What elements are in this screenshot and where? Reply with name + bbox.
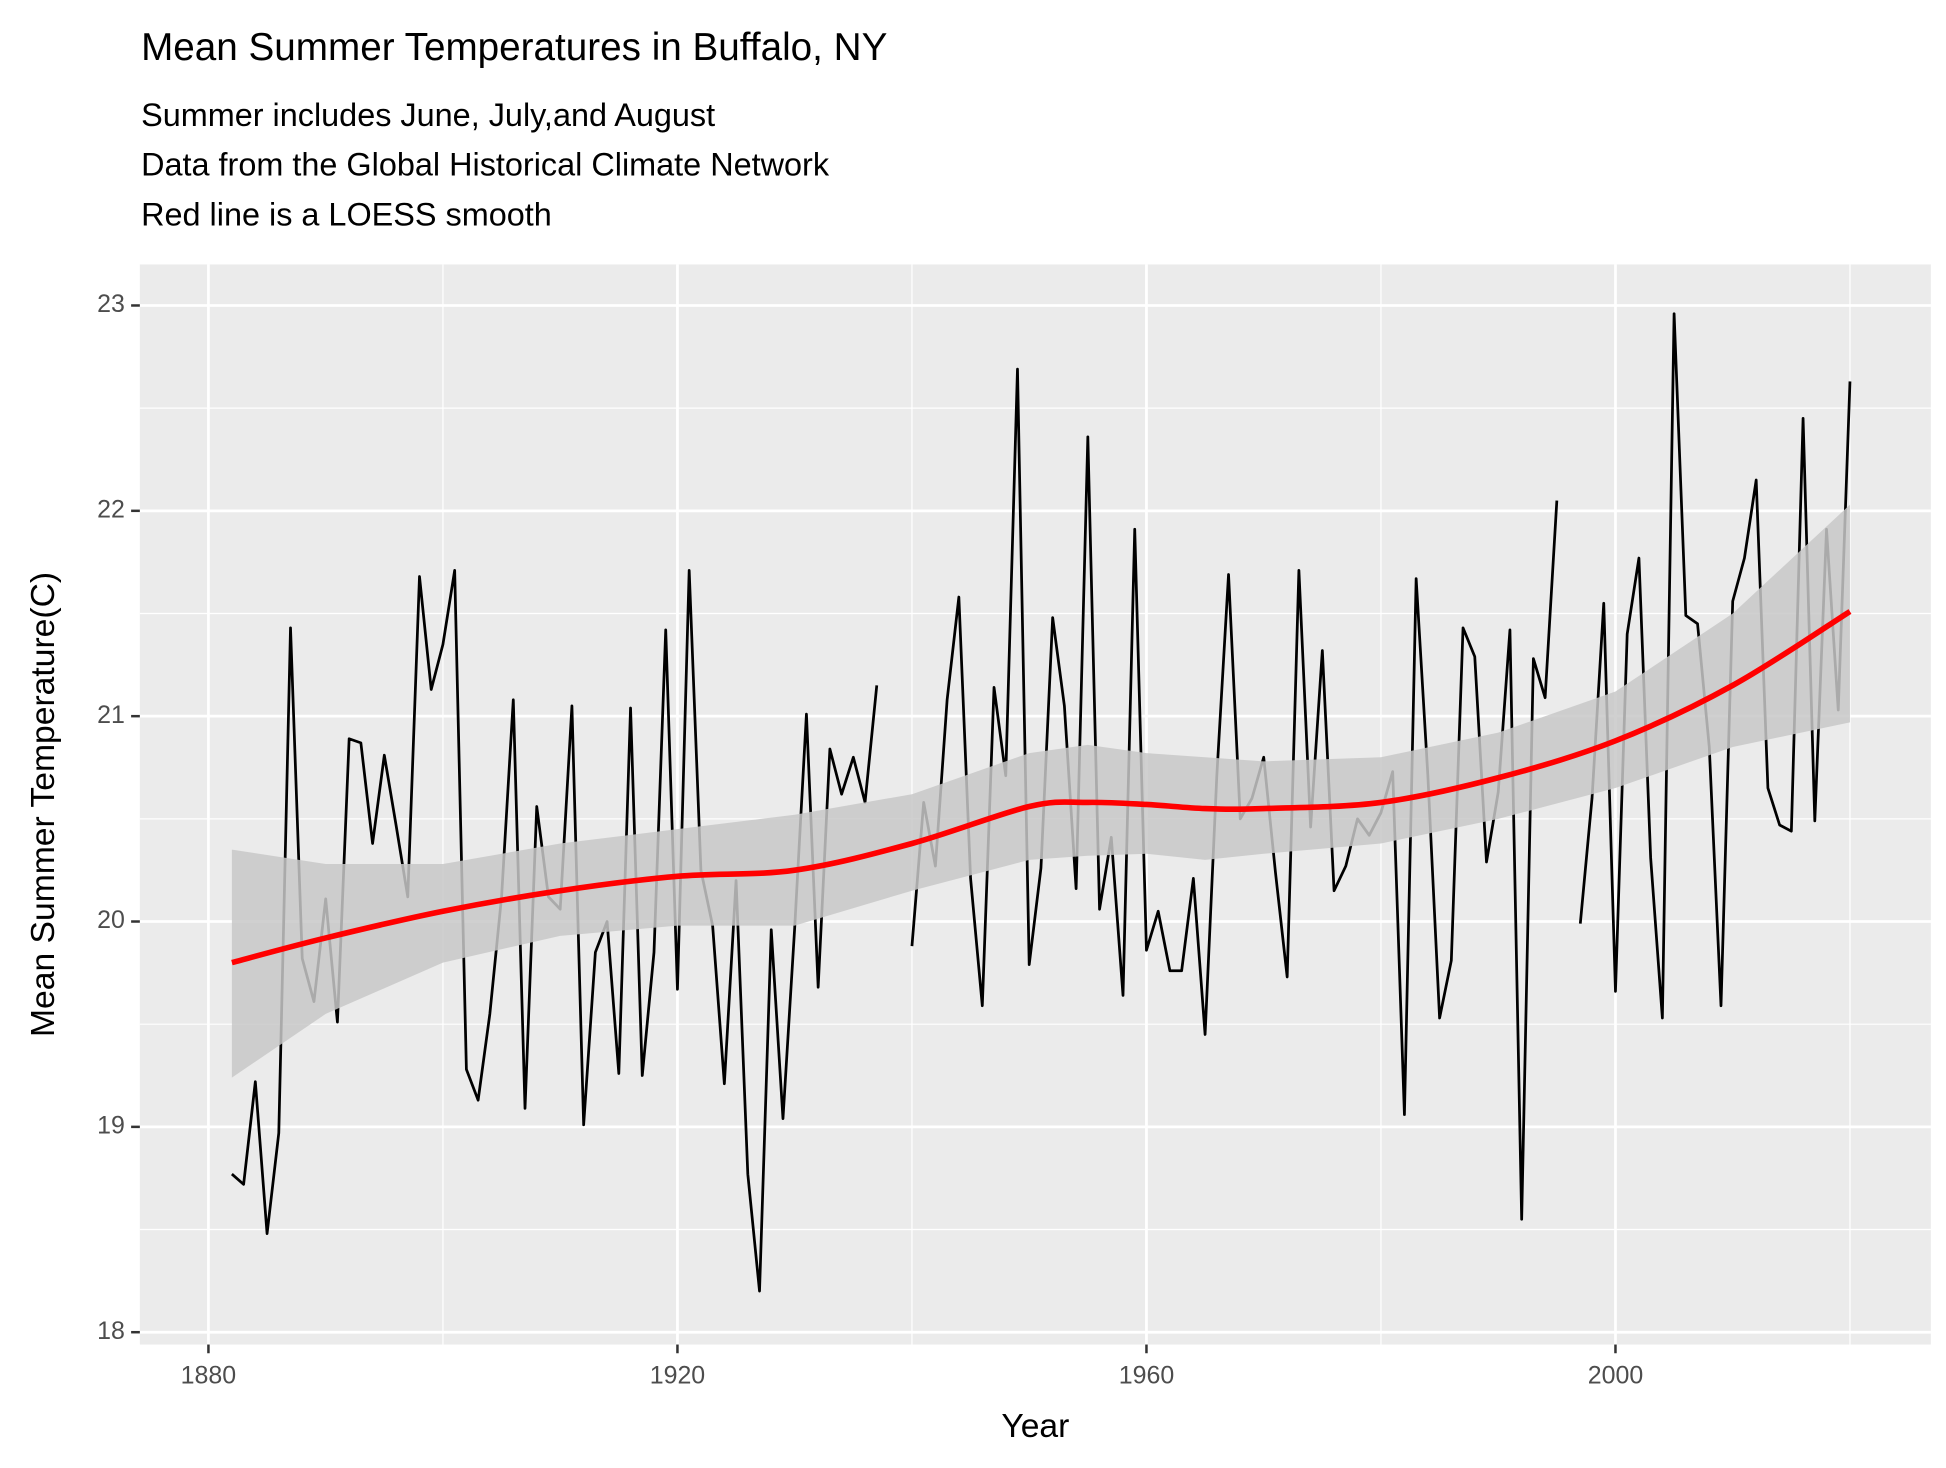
y-tick-label: 23 bbox=[97, 290, 125, 318]
x-axis-title: Year bbox=[1001, 1408, 1069, 1445]
y-tick-label: 20 bbox=[97, 906, 125, 934]
chart-subtitle: Summer includes June, July,and August bbox=[141, 97, 715, 133]
y-axis-title: Mean Summer Temperature(C) bbox=[25, 572, 62, 1037]
y-tick-label: 22 bbox=[97, 495, 125, 523]
x-tick-label: 2000 bbox=[1588, 1362, 1643, 1390]
x-tick-label: 1920 bbox=[650, 1362, 705, 1390]
y-tick-label: 21 bbox=[97, 701, 125, 729]
smooth-line bbox=[231, 609, 1852, 966]
x-tick-label: 1960 bbox=[1119, 1362, 1174, 1390]
y-tick-label: 19 bbox=[97, 1111, 125, 1139]
y-tick-label: 18 bbox=[97, 1317, 125, 1345]
chart-subtitle: Data from the Global Historical Climate … bbox=[141, 147, 830, 183]
confidence-band bbox=[231, 504, 1850, 1078]
x-tick-label: 1880 bbox=[181, 1362, 236, 1390]
chart-title: Mean Summer Temperatures in Buffalo, NY bbox=[141, 26, 887, 69]
chart-subtitle: Red line is a LOESS smooth bbox=[141, 197, 552, 233]
